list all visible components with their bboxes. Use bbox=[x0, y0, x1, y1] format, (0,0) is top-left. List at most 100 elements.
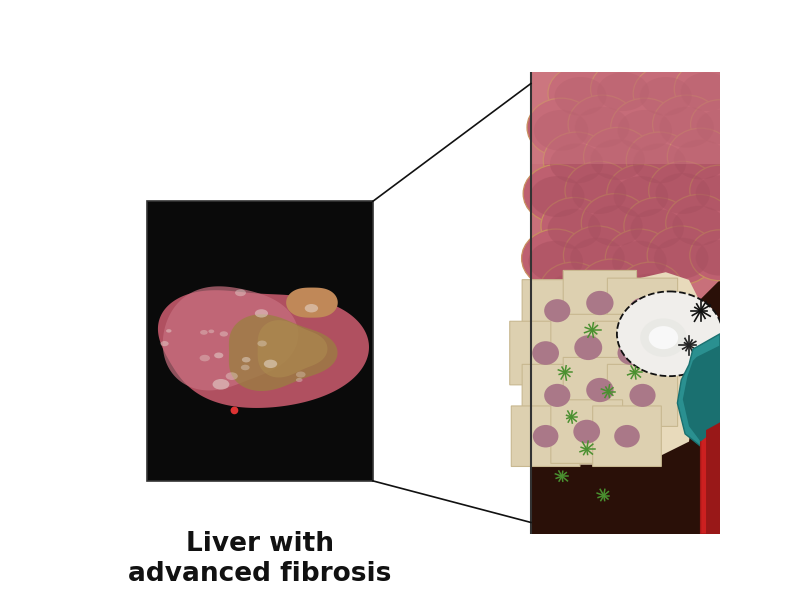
FancyBboxPatch shape bbox=[607, 278, 678, 340]
Ellipse shape bbox=[690, 165, 749, 216]
Bar bbox=[531, 72, 720, 534]
Ellipse shape bbox=[208, 329, 214, 333]
Ellipse shape bbox=[607, 164, 675, 223]
Ellipse shape bbox=[554, 77, 606, 116]
Ellipse shape bbox=[597, 73, 649, 111]
Polygon shape bbox=[683, 346, 720, 442]
FancyBboxPatch shape bbox=[638, 317, 704, 374]
Ellipse shape bbox=[296, 378, 302, 382]
Ellipse shape bbox=[582, 194, 650, 252]
Ellipse shape bbox=[667, 128, 734, 185]
Circle shape bbox=[607, 391, 610, 393]
Ellipse shape bbox=[544, 384, 570, 407]
Ellipse shape bbox=[235, 289, 246, 296]
Ellipse shape bbox=[612, 241, 666, 282]
Ellipse shape bbox=[541, 197, 608, 254]
FancyBboxPatch shape bbox=[607, 364, 678, 427]
Polygon shape bbox=[286, 287, 338, 317]
Ellipse shape bbox=[572, 173, 626, 214]
Ellipse shape bbox=[617, 292, 722, 376]
Polygon shape bbox=[158, 290, 369, 408]
FancyBboxPatch shape bbox=[551, 400, 622, 463]
FancyBboxPatch shape bbox=[522, 280, 592, 342]
Ellipse shape bbox=[255, 309, 268, 317]
Ellipse shape bbox=[539, 262, 606, 319]
Ellipse shape bbox=[574, 335, 602, 360]
Bar bbox=[146, 202, 373, 481]
Ellipse shape bbox=[626, 132, 693, 189]
Ellipse shape bbox=[532, 341, 559, 365]
Ellipse shape bbox=[585, 271, 638, 310]
FancyBboxPatch shape bbox=[595, 321, 666, 385]
Ellipse shape bbox=[548, 209, 601, 249]
Ellipse shape bbox=[690, 230, 749, 281]
Ellipse shape bbox=[659, 335, 683, 356]
Ellipse shape bbox=[630, 298, 655, 321]
Ellipse shape bbox=[606, 229, 674, 287]
Ellipse shape bbox=[617, 262, 683, 319]
Ellipse shape bbox=[586, 291, 614, 315]
Ellipse shape bbox=[166, 329, 171, 332]
Ellipse shape bbox=[226, 373, 238, 380]
Ellipse shape bbox=[614, 425, 640, 448]
Ellipse shape bbox=[590, 61, 656, 116]
Ellipse shape bbox=[523, 164, 591, 223]
Circle shape bbox=[698, 308, 703, 313]
Ellipse shape bbox=[565, 161, 634, 220]
Ellipse shape bbox=[633, 143, 686, 184]
Polygon shape bbox=[531, 272, 705, 464]
Ellipse shape bbox=[610, 98, 679, 157]
FancyBboxPatch shape bbox=[563, 271, 637, 335]
Ellipse shape bbox=[673, 206, 726, 246]
Ellipse shape bbox=[161, 341, 169, 346]
FancyBboxPatch shape bbox=[522, 364, 592, 427]
Ellipse shape bbox=[674, 140, 727, 179]
Ellipse shape bbox=[241, 365, 250, 370]
Ellipse shape bbox=[200, 330, 208, 335]
FancyBboxPatch shape bbox=[511, 406, 580, 466]
Ellipse shape bbox=[242, 357, 250, 362]
Ellipse shape bbox=[630, 384, 655, 407]
Ellipse shape bbox=[264, 359, 277, 368]
Polygon shape bbox=[678, 334, 720, 449]
Ellipse shape bbox=[570, 238, 625, 278]
Ellipse shape bbox=[674, 61, 739, 116]
Ellipse shape bbox=[624, 197, 690, 254]
Circle shape bbox=[570, 416, 572, 418]
FancyBboxPatch shape bbox=[551, 314, 626, 381]
Ellipse shape bbox=[568, 95, 636, 154]
Ellipse shape bbox=[696, 175, 742, 211]
Ellipse shape bbox=[546, 274, 599, 313]
Ellipse shape bbox=[584, 127, 652, 186]
Ellipse shape bbox=[548, 66, 613, 121]
Polygon shape bbox=[531, 72, 720, 164]
Polygon shape bbox=[706, 422, 720, 534]
Circle shape bbox=[602, 494, 605, 497]
Circle shape bbox=[561, 475, 563, 478]
Ellipse shape bbox=[649, 326, 678, 349]
Ellipse shape bbox=[574, 420, 600, 443]
Ellipse shape bbox=[305, 304, 318, 313]
Ellipse shape bbox=[659, 107, 714, 148]
FancyBboxPatch shape bbox=[593, 406, 662, 466]
Polygon shape bbox=[531, 72, 720, 349]
Polygon shape bbox=[162, 286, 298, 391]
Ellipse shape bbox=[544, 299, 570, 322]
Ellipse shape bbox=[618, 341, 644, 365]
Circle shape bbox=[634, 371, 636, 373]
Ellipse shape bbox=[690, 100, 750, 149]
Ellipse shape bbox=[681, 73, 733, 111]
Circle shape bbox=[687, 344, 691, 347]
Ellipse shape bbox=[647, 226, 715, 284]
Ellipse shape bbox=[530, 176, 585, 217]
Circle shape bbox=[590, 329, 594, 331]
Ellipse shape bbox=[529, 241, 583, 282]
Ellipse shape bbox=[614, 176, 668, 217]
Ellipse shape bbox=[697, 110, 743, 144]
Ellipse shape bbox=[575, 107, 630, 148]
Ellipse shape bbox=[696, 240, 742, 275]
Circle shape bbox=[230, 407, 238, 414]
Ellipse shape bbox=[296, 371, 306, 377]
Ellipse shape bbox=[640, 77, 692, 116]
Ellipse shape bbox=[590, 139, 645, 180]
